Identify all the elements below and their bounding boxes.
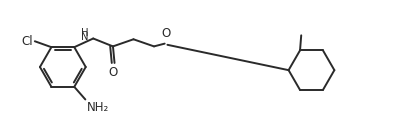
- Text: H: H: [81, 28, 88, 38]
- Text: O: O: [161, 27, 170, 40]
- Text: NH₂: NH₂: [86, 101, 109, 114]
- Text: O: O: [109, 66, 118, 79]
- Text: N: N: [81, 32, 88, 42]
- Text: Cl: Cl: [21, 35, 33, 48]
